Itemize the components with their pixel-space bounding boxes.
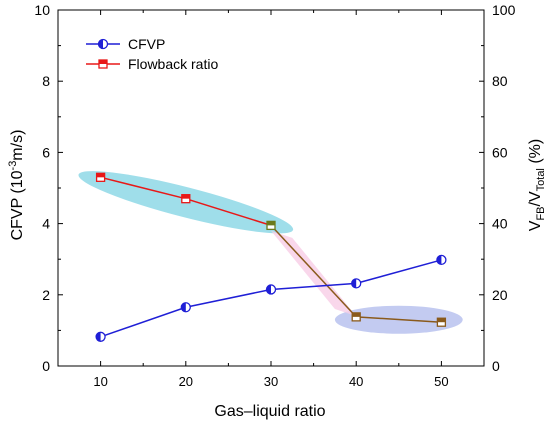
x-tick-label: 40 — [349, 374, 363, 389]
flowback-point-fill — [437, 318, 446, 323]
x-axis-label: Gas–liquid ratio — [214, 403, 325, 420]
cfvp-point-fill — [436, 255, 442, 265]
legend-flowback-label: Flowback ratio — [128, 56, 218, 72]
y-left-label-rest: m/s) — [9, 130, 26, 161]
flowback-point-fill — [96, 173, 105, 178]
flowback-point — [351, 312, 361, 322]
cfvp-point — [436, 254, 447, 266]
y-left-tick-label: 10 — [34, 2, 50, 18]
cfvp-point — [351, 278, 362, 289]
series-layer — [95, 172, 447, 342]
y-left-tick-label: 4 — [42, 216, 50, 232]
flowback-line-segment — [185, 197, 272, 227]
y-right-label-rest: (%) — [527, 139, 544, 168]
cfvp-point — [95, 331, 106, 342]
y-right-label-v1: V — [527, 220, 544, 231]
legend-cfvp-symbol — [97, 38, 109, 50]
y-left-tick-label: 0 — [42, 358, 50, 374]
cfvp-point — [265, 284, 277, 295]
y-axis-left-label: CFVP (10-3m/s) — [7, 130, 26, 241]
y-left-tick-label: 6 — [42, 144, 50, 160]
x-tick-label: 20 — [179, 374, 193, 389]
cfvp-point-fill — [181, 302, 186, 312]
y-right-label-slash: /V — [527, 191, 544, 206]
legend-cfvp-label: CFVP — [128, 36, 165, 52]
x-tick-label: 10 — [93, 374, 107, 389]
y-right-tick-label: 40 — [492, 216, 508, 232]
legend-flowback-symbol — [98, 59, 108, 69]
y-right-label-sub1: FB — [535, 206, 547, 220]
y-left-tick-label: 8 — [42, 73, 50, 89]
x-tick-label: 50 — [434, 374, 448, 389]
flowback-line-segment — [356, 316, 442, 323]
flowback-point — [181, 194, 191, 204]
y-axis-right-label: VFB/VTotal (%) — [527, 139, 547, 231]
y-left-label-exponent: -3 — [7, 161, 19, 171]
legend-cfvp-symbol-fill — [98, 39, 103, 49]
flowback-point-fill — [352, 312, 361, 317]
y-left-label-base: CFVP (10 — [9, 170, 26, 240]
legend-flowback-symbol-fill — [99, 60, 107, 64]
flowback-point — [95, 172, 106, 182]
cfvp-point-fill — [266, 284, 271, 294]
flowback-point — [266, 220, 276, 231]
y-right-tick-label: 20 — [492, 287, 508, 303]
legend-cfvp-marker — [97, 38, 109, 50]
x-tick-label: 30 — [264, 374, 278, 389]
flowback-line-segment — [270, 224, 357, 318]
flowback-point-fill — [267, 221, 275, 226]
legend-flowback-marker — [98, 59, 108, 69]
flowback-point-fill — [181, 194, 190, 199]
cfvp-point — [180, 302, 191, 313]
y-right-tick-label: 80 — [492, 73, 508, 89]
y-right-tick-label: 0 — [492, 358, 500, 374]
legend: CFVP Flowback ratio — [86, 36, 218, 72]
y-right-tick-label: 100 — [492, 2, 516, 18]
cfvp-point-fill — [351, 278, 357, 288]
cfvp-point-fill — [96, 332, 101, 342]
flowback-point — [436, 317, 447, 327]
y-left-tick-label: 2 — [42, 287, 50, 303]
y-right-tick-label: 60 — [492, 144, 508, 160]
y-right-label-sub2: Total — [535, 168, 547, 191]
flowback-line-segment — [100, 176, 186, 200]
